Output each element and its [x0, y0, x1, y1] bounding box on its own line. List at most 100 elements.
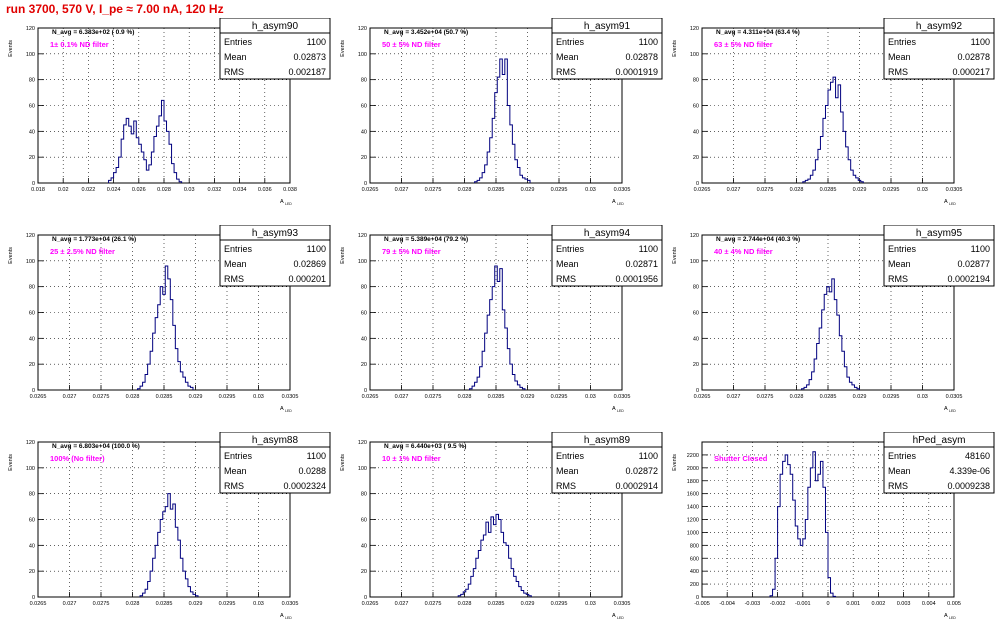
histogram-bin [153, 333, 156, 390]
histogram-bin [126, 118, 129, 183]
y-axis-title: Events [8, 454, 14, 471]
stats-label: Mean [224, 466, 247, 476]
x-tick-label: 0.029 [521, 601, 535, 607]
histogram-bin [495, 266, 498, 390]
histogram-bin [515, 160, 518, 183]
histogram-bin [168, 494, 171, 597]
histogram-bin [180, 372, 183, 390]
filter-label: 79 ± 5% ND filter [382, 247, 441, 256]
navg-label: N_avg = 4.311e+04 (63.4 %) [716, 29, 800, 36]
stats-value: 1100 [307, 37, 326, 47]
histogram-bin [506, 545, 509, 597]
histogram-bin [196, 596, 199, 597]
stats-value: 0.0009238 [947, 481, 990, 491]
histogram-bin [510, 125, 513, 183]
x-axis-title-subscript: LED [285, 409, 292, 413]
histogram-bin [169, 144, 172, 183]
histogram-bin [159, 116, 162, 183]
x-tick-label: 0.0305 [946, 187, 963, 193]
histogram-line [108, 99, 183, 183]
histogram-bin [511, 569, 514, 597]
stats-value: 0.02872 [625, 466, 658, 476]
histogram-panel-h_asym89: 0.0265 0.027 0.0275 0.028 0.0285 0.029 0.0295 0… [332, 432, 664, 628]
histogram-bin [188, 386, 191, 390]
histogram-bin [778, 507, 781, 597]
histogram-bin [468, 584, 471, 597]
histogram-svg: 0.0265 0.027 0.0275 0.028 0.0285 0.029 0.0295 0… [672, 18, 995, 206]
histogram-bin [167, 131, 170, 183]
x-tick-label: 0.0295 [219, 394, 236, 400]
y-tick-label: 80 [693, 78, 699, 84]
x-tick-label: -0.002 [770, 601, 786, 607]
stats-value: 0.002187 [288, 67, 326, 77]
histogram-bin [851, 170, 854, 183]
histogram-panel-hPed_asym: -0.005 -0.004 -0.003 -0.002 -0.001 0 0.001 0.00… [664, 432, 996, 628]
histogram-bin [175, 527, 178, 597]
histogram-bin [148, 364, 151, 390]
stats-box [883, 239, 995, 287]
histogram-bin [500, 269, 503, 390]
navg-label: N_avg = 2.744e+04 (40.3 %) [716, 236, 800, 243]
x-tick-label: 0.0265 [30, 394, 47, 400]
y-tick-label: 100 [690, 52, 699, 58]
y-tick-label: 100 [26, 466, 35, 472]
stats-label: Mean [888, 52, 911, 62]
histogram-bin [134, 121, 137, 183]
histogram-bin [775, 558, 778, 597]
y-tick-label: 80 [361, 78, 367, 84]
histogram-svg: 0.018 0.02 0.022 0.024 0.026 0.028 0.03 0.032 0.… [8, 18, 331, 206]
stats-value: 0.02869 [293, 259, 326, 269]
histogram-bin [490, 138, 493, 183]
y-tick-label: 60 [29, 104, 35, 110]
histogram-bin [509, 558, 512, 597]
histogram-bin [470, 389, 473, 390]
histogram-bin [185, 579, 188, 597]
histogram-bin [820, 137, 823, 184]
histogram-bin [848, 160, 851, 183]
stats-label: Mean [556, 466, 579, 476]
histogram-bin [492, 118, 495, 183]
histogram-bin [857, 389, 860, 390]
x-tick-label: 0.027 [63, 394, 77, 400]
x-tick-label: 0.034 [233, 187, 247, 193]
histogram-name: hPed_asym [913, 435, 966, 446]
histogram-panel-h_asym91: 0.0265 0.027 0.0275 0.028 0.0285 0.029 0.0295 0… [332, 18, 664, 214]
stats-value: 1100 [639, 37, 658, 47]
histogram-line [469, 265, 526, 390]
y-tick-label: 40 [693, 129, 699, 135]
histogram-bin [178, 540, 181, 597]
histogram-bin [800, 545, 803, 597]
histogram-bin [472, 386, 475, 390]
x-tick-label: 0.0305 [946, 394, 963, 400]
x-tick-label: 0.0295 [219, 601, 236, 607]
x-tick-label: 0.0305 [282, 394, 299, 400]
histogram-bin [473, 569, 476, 597]
stats-label: Entries [556, 37, 585, 47]
histogram-panel-h_asym94: 0.0265 0.027 0.0275 0.028 0.0285 0.029 0.0295 0… [332, 225, 664, 421]
histogram-name: h_asym92 [916, 21, 963, 32]
histogram-line [802, 76, 864, 183]
y-tick-label: 120 [26, 26, 35, 32]
x-tick-label: 0 [826, 601, 829, 607]
y-tick-label: 0 [696, 181, 699, 187]
histogram-bin [783, 461, 786, 597]
y-axis-title: Events [672, 247, 678, 264]
histogram-bin [519, 587, 522, 597]
x-tick-label: 0.004 [922, 601, 936, 607]
y-tick-label: 0 [32, 181, 35, 187]
histogram-bin [168, 279, 171, 390]
x-tick-label: 0.0305 [614, 601, 631, 607]
histogram-svg: 0.0265 0.027 0.0275 0.028 0.0285 0.029 0.0295 0… [340, 18, 663, 206]
y-tick-label: 100 [26, 259, 35, 265]
histogram-bin [463, 592, 466, 597]
histogram-svg: 0.0265 0.027 0.0275 0.028 0.0285 0.029 0.0295 0… [340, 432, 663, 620]
x-tick-label: 0.028 [157, 187, 171, 193]
x-tick-label: 0.002 [872, 601, 886, 607]
histogram-bin [520, 387, 523, 390]
histogram-bin [482, 351, 485, 390]
x-tick-label: 0.0305 [614, 394, 631, 400]
stats-label: RMS [556, 481, 576, 491]
histogram-bin [507, 106, 510, 184]
histogram-name: h_asym94 [584, 228, 631, 239]
x-tick-label: 0.03 [917, 187, 928, 193]
